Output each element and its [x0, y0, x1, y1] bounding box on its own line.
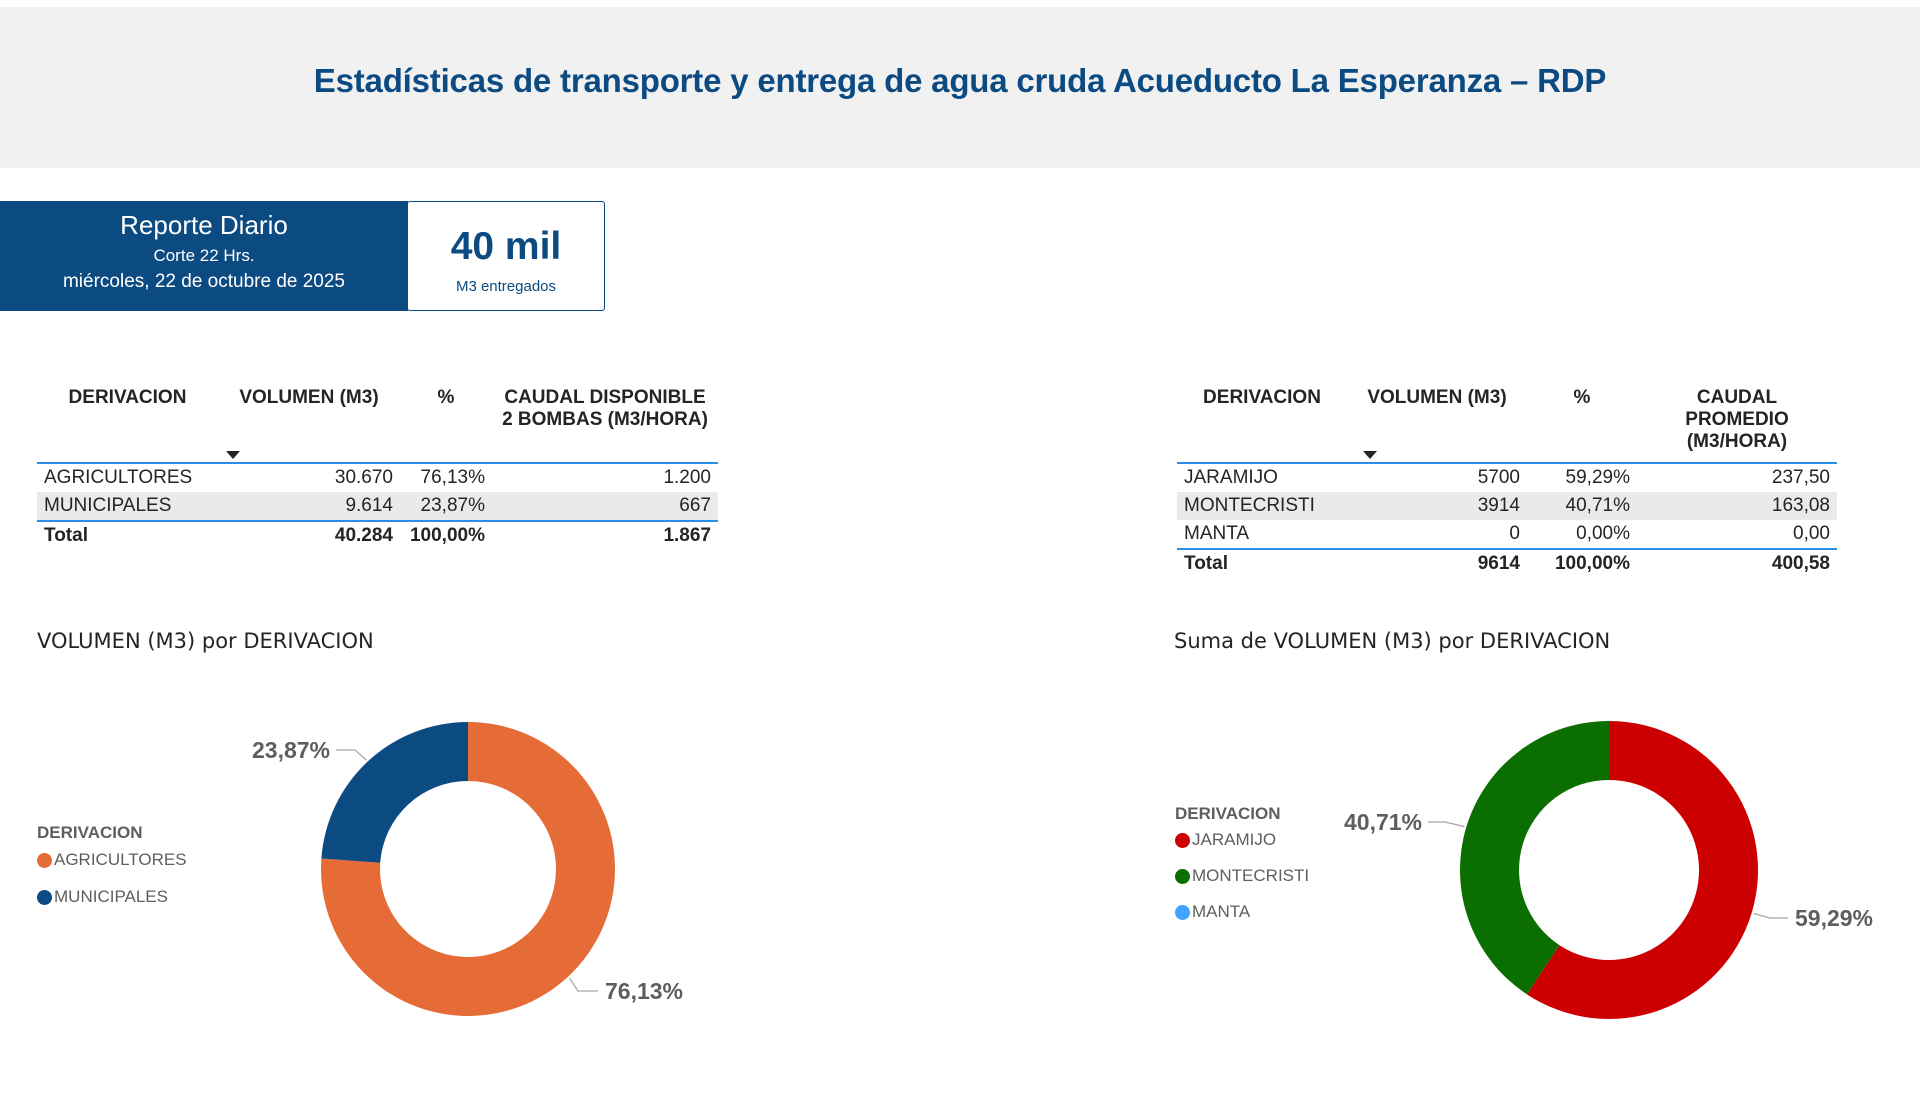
table-row[interactable]: MANTA 0 0,00% 0,00	[1177, 520, 1837, 549]
page-title: Estadísticas de transporte y entrega de …	[313, 62, 1607, 99]
legend-title: DERIVACION	[37, 823, 143, 842]
cell-caudal: 163,08	[1637, 492, 1837, 520]
donut-slice-montecristi[interactable]	[1460, 721, 1609, 995]
cell-derivacion: MANTA	[1184, 523, 1250, 544]
legend-item-agricultores[interactable]: AGRICULTORES	[37, 850, 187, 870]
table-row[interactable]: MONTECRISTI 3914 40,71% 163,08	[1177, 492, 1837, 520]
sort-descending-icon[interactable]	[1363, 451, 1377, 459]
cell-pct: 59,29%	[1527, 462, 1637, 492]
cell-pct: 76,13%	[400, 462, 492, 492]
legend-dot-icon	[37, 889, 52, 905]
header-band	[0, 7, 1920, 168]
cell-total-label: Total	[1177, 548, 1347, 578]
cell-derivacion: JARAMIJO	[1177, 462, 1347, 492]
chart-title-right: Suma de VOLUMEN (M3) por DERIVACION	[1174, 629, 1611, 653]
cell-volumen: 0	[1509, 523, 1520, 544]
report-cutoff: Corte 22 Hrs.	[153, 246, 255, 265]
data-label: 59,29%	[1795, 905, 1873, 931]
legend-right: DERIVACION JARAMIJO MONTECRISTI MANTA	[1175, 804, 1309, 922]
leader-line	[568, 977, 598, 992]
kpi-card: 40 mil M3 entregados	[407, 201, 605, 311]
cell-total-label: Total	[37, 520, 218, 550]
donut-slice-jaramijo[interactable]	[1526, 721, 1758, 1019]
column-header-caudal[interactable]: CAUDAL PROMEDIO (M3/HORA)	[1685, 387, 1789, 452]
column-header-pct[interactable]: %	[1573, 387, 1591, 408]
legend-left: DERIVACION AGRICULTORES MUNICIPALES	[37, 823, 187, 907]
data-label: 23,87%	[252, 737, 330, 763]
table-left: DERIVACION VOLUMEN (M3) % CAUDAL DISPONI…	[37, 387, 718, 550]
data-label: 40,71%	[1344, 809, 1422, 835]
cell-pct: 40,71%	[1527, 492, 1637, 520]
cell-volumen: 3914	[1347, 492, 1527, 520]
table-total-row: Total 9614 100,00% 400,58	[1177, 548, 1837, 578]
column-header-derivacion[interactable]: DERIVACION	[1203, 387, 1321, 408]
legend-dot-icon	[1175, 868, 1190, 884]
sort-descending-icon[interactable]	[226, 451, 240, 459]
table-row[interactable]: MUNICIPALES 9.614 23,87% 667	[37, 492, 718, 521]
kpi-value: 40 mil	[450, 225, 562, 268]
cell-pct: 0,00%	[1576, 523, 1630, 544]
table-row[interactable]: JARAMIJO 5700 59,29% 237,50	[1177, 462, 1837, 492]
cell-volumen: 5700	[1347, 462, 1527, 492]
column-header-volumen[interactable]: VOLUMEN (M3)	[218, 387, 400, 463]
cell-caudal: 237,50	[1637, 462, 1837, 492]
table-total-row: Total 40.284 100,00% 1.867	[37, 520, 718, 550]
column-header-caudal[interactable]: CAUDAL DISPONIBLE 2 BOMBAS (M3/HORA)	[502, 387, 708, 430]
report-title: Reporte Diario	[120, 210, 288, 240]
legend-dot-icon	[1175, 904, 1190, 920]
cell-total-caudal: 400,58	[1637, 548, 1837, 578]
legend-item-jaramijo[interactable]: JARAMIJO	[1175, 830, 1309, 850]
table-right: DERIVACION VOLUMEN (M3) % CAUDAL PROMEDI…	[1177, 387, 1837, 578]
cell-total-volumen: 9614	[1347, 548, 1527, 578]
cell-total-caudal: 1.867	[492, 520, 718, 550]
table-row[interactable]: AGRICULTORES 30.670 76,13% 1.200	[37, 462, 718, 492]
leader-line	[336, 749, 367, 761]
cell-total-pct: 100,00%	[1527, 548, 1637, 578]
cell-derivacion: AGRICULTORES	[37, 462, 218, 492]
cell-derivacion: MONTECRISTI	[1177, 492, 1347, 520]
cell-derivacion: MUNICIPALES	[37, 492, 218, 521]
column-header-pct[interactable]: %	[437, 387, 455, 408]
legend-dot-icon	[37, 852, 52, 868]
legend-dot-icon	[1175, 832, 1190, 848]
legend-label: MONTECRISTI	[1192, 866, 1310, 885]
legend-item-montecristi[interactable]: MONTECRISTI	[1175, 866, 1309, 886]
kpi-caption: M3 entregados	[455, 278, 557, 295]
cell-caudal: 667	[492, 492, 718, 521]
legend-title: DERIVACION	[1175, 804, 1281, 823]
legend-item-municipales[interactable]: MUNICIPALES	[37, 887, 187, 907]
legend-label: JARAMIJO	[1192, 830, 1277, 849]
cell-pct: 23,87%	[400, 492, 492, 521]
cell-caudal: 1.200	[492, 462, 718, 492]
legend-label: MUNICIPALES	[54, 887, 168, 906]
legend-label: MANTA	[1192, 902, 1251, 921]
donut-chart-right: 59,29% 40,71%	[1344, 721, 1873, 1019]
donut-slice-agricultores[interactable]	[321, 722, 615, 1016]
donut-slice-municipales[interactable]	[321, 722, 468, 863]
data-label: 76,13%	[605, 978, 683, 1004]
legend-label: AGRICULTORES	[54, 850, 187, 869]
chart-title-left: VOLUMEN (M3) por DERIVACION	[37, 629, 374, 653]
cell-total-volumen: 40.284	[218, 520, 400, 550]
report-panel: Reporte Diario Corte 22 Hrs. miércoles, …	[0, 201, 408, 311]
legend-item-manta[interactable]: MANTA	[1175, 902, 1309, 922]
column-header-derivacion[interactable]: DERIVACION	[68, 387, 187, 408]
cell-volumen: 9.614	[218, 492, 400, 521]
cell-caudal: 0,00	[1793, 523, 1830, 544]
column-header-volumen[interactable]: VOLUMEN (M3)	[1347, 387, 1527, 463]
donut-chart-left: 76,13% 23,87%	[252, 722, 683, 1016]
leader-line	[1428, 821, 1465, 828]
leader-line	[1753, 912, 1788, 919]
cell-total-pct: 100,00%	[400, 520, 492, 550]
report-date: miércoles, 22 de octubre de 2025	[62, 271, 345, 292]
cell-volumen: 30.670	[218, 462, 400, 492]
